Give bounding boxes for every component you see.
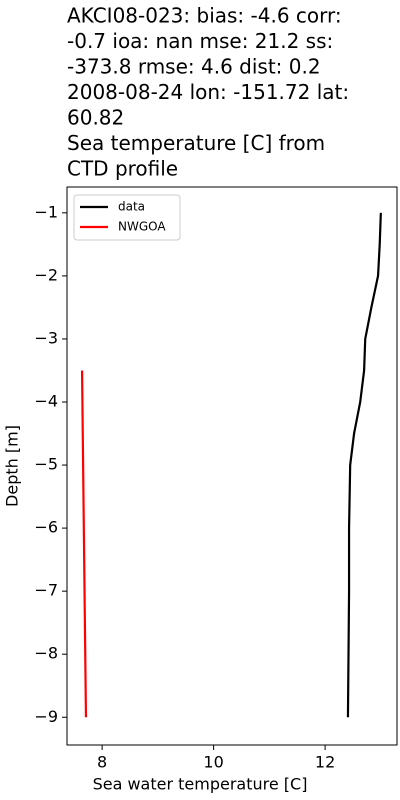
- y-tick-label: −9: [34, 707, 58, 726]
- x-tick-label: 10: [203, 753, 223, 772]
- plot-frame: [66, 186, 398, 746]
- y-tick-label: −5: [34, 455, 58, 474]
- chart-title: -0.7 ioa: nan mse: 21.2 ss:: [67, 29, 333, 53]
- y-axis-label: Depth [m]: [3, 425, 22, 507]
- chart-title: -373.8 rmse: 4.6 dist: 0.2: [67, 55, 321, 79]
- y-tick-label: −4: [34, 392, 58, 411]
- x-axis-label: Sea water temperature [C]: [93, 775, 308, 794]
- data-line: [346, 212, 382, 718]
- y-tick-label: −3: [34, 328, 58, 347]
- y-tick-label: −6: [34, 518, 58, 537]
- chart-title: 60.82: [67, 106, 124, 130]
- y-tick-label: −1: [34, 202, 58, 221]
- legend-label: data: [118, 200, 145, 214]
- chart-title: AKCI08-023: bias: -4.6 corr:: [67, 4, 342, 28]
- chart-title: CTD profile: [67, 157, 178, 181]
- x-tick-label: 8: [97, 753, 107, 772]
- legend-label: NWGOA: [118, 220, 166, 234]
- y-tick-label: −2: [34, 265, 58, 284]
- chart-title: 2008-08-24 lon: -151.72 lat:: [67, 80, 349, 104]
- chart-title: Sea temperature [C] from: [67, 131, 325, 155]
- data-line: [80, 370, 88, 718]
- y-tick-label: −7: [34, 581, 58, 600]
- x-tick-label: 12: [315, 753, 335, 772]
- y-tick-label: −8: [34, 644, 58, 663]
